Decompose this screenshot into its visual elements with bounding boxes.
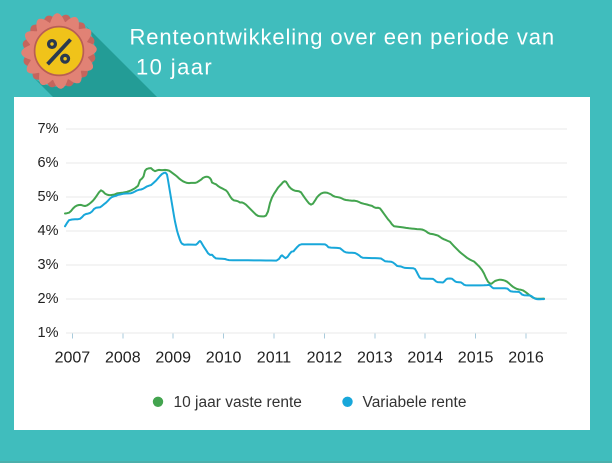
svg-text:Renteontwikkeling over een per: Renteontwikkeling over een periode van	[130, 25, 556, 50]
svg-text:2015: 2015	[458, 350, 494, 367]
svg-text:7%: 7%	[38, 121, 59, 137]
svg-text:2009: 2009	[155, 350, 191, 367]
svg-text:Variabele rente: Variabele rente	[363, 394, 467, 411]
svg-text:4%: 4%	[38, 223, 59, 239]
svg-text:2007: 2007	[55, 350, 91, 367]
svg-text:3%: 3%	[38, 257, 59, 273]
svg-text:2010: 2010	[206, 350, 242, 367]
svg-text:2016: 2016	[508, 350, 544, 367]
svg-text:6%: 6%	[38, 155, 59, 171]
svg-text:2014: 2014	[407, 350, 443, 367]
svg-text:10 jaar: 10 jaar	[136, 54, 213, 79]
svg-text:2012: 2012	[307, 350, 343, 367]
svg-text:2008: 2008	[105, 350, 141, 367]
svg-text:2011: 2011	[257, 350, 292, 367]
svg-text:1%: 1%	[38, 325, 59, 341]
svg-text:10 jaar vaste rente: 10 jaar vaste rente	[174, 394, 302, 411]
svg-text:5%: 5%	[38, 189, 59, 205]
svg-text:2013: 2013	[357, 350, 393, 367]
svg-text:2%: 2%	[38, 291, 59, 307]
